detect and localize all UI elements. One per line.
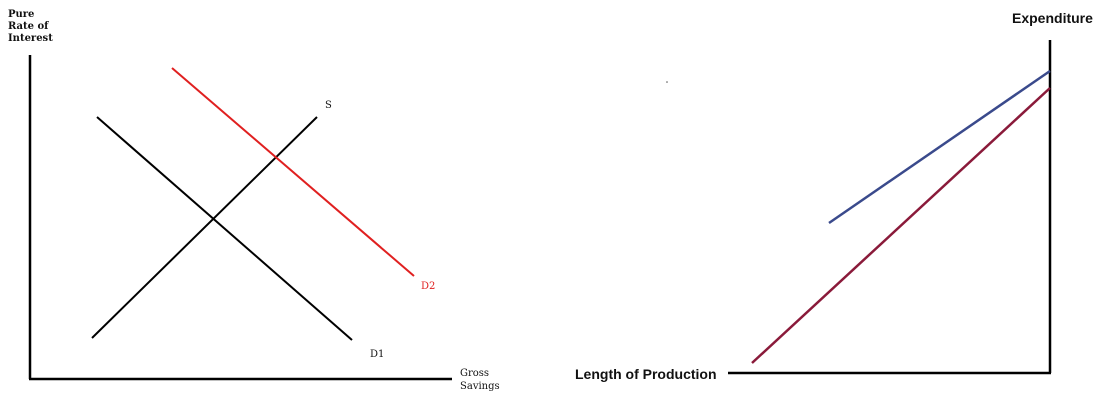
right-x-axis-label: Length of Production: [575, 366, 717, 382]
supply-curve-label: S: [325, 100, 332, 111]
stray-dot: [666, 81, 668, 83]
left-x-label-line-2: Savings: [460, 381, 500, 392]
left-y-label-line-2: Rate of: [8, 21, 49, 32]
left-y-label-line-3: Interest: [8, 33, 53, 44]
right-upper-line: [828, 69, 1051, 225]
left-x-label-line-1: Gross: [460, 368, 489, 379]
demand-curve-d2: [171, 67, 415, 277]
right-diagram: Expenditure Length of Production: [575, 10, 1093, 382]
demand-curve-d1-label: D1: [370, 349, 384, 360]
left-x-axis-label: Gross Savings: [460, 368, 500, 392]
left-diagram: Pure Rate of Interest Gross Savings S D1…: [8, 9, 500, 392]
left-y-label-line-1: Pure: [8, 9, 34, 20]
right-lower-line: [751, 87, 1051, 364]
demand-curve-d2-label: D2: [421, 281, 435, 292]
demand-curve-d1: [96, 116, 353, 341]
supply-curve-s: [91, 116, 318, 339]
right-y-axis-label: Expenditure: [1012, 10, 1093, 26]
left-y-axis-label: Pure Rate of Interest: [8, 9, 53, 44]
